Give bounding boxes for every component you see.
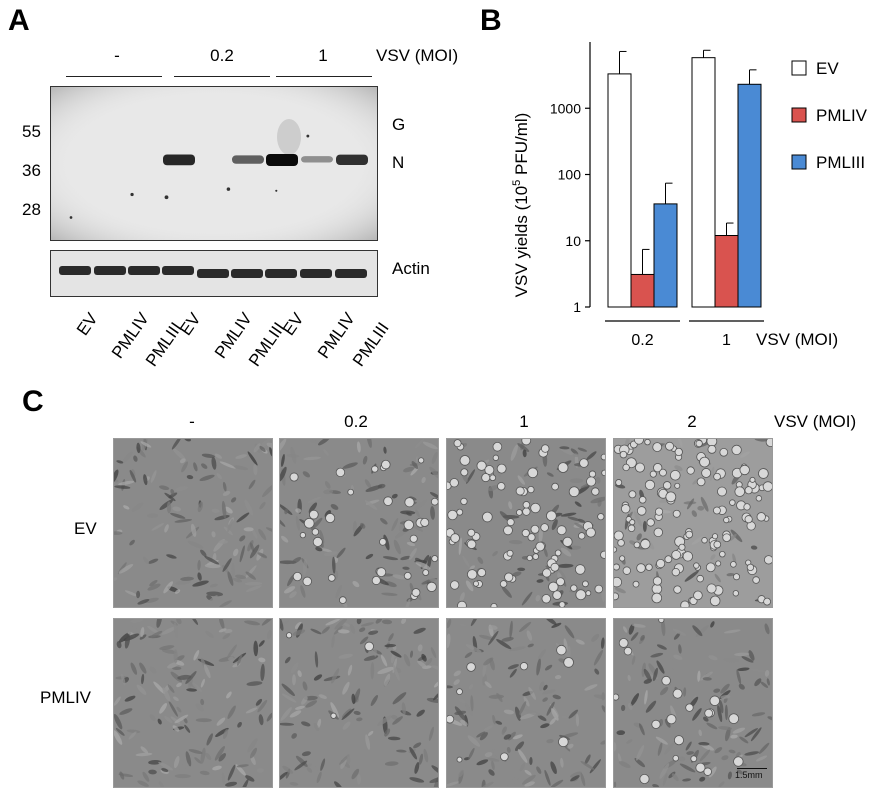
micrograph-ev-2 [446,438,606,608]
bar-ev [607,73,632,308]
chart-bars [607,49,762,308]
western-blot-actin [50,250,378,297]
blot-speck [275,189,278,192]
chart-legend: EV PMLIV PMLIII [791,59,868,172]
blot-speck [226,187,231,191]
micrograph-pmliv-0 [113,618,273,788]
moi-group-label: - [114,46,120,65]
micro-row-label-pmliv: PMLIV [40,688,92,707]
y-tick-label: 1000 [550,100,581,116]
bar-ev [691,57,716,308]
micrograph-pmliv-3 [613,618,773,788]
micrograph-ev-3 [613,438,773,608]
category-label: 0.2 [631,332,653,349]
actin-band [59,266,91,275]
micro-row-label-ev: EV [74,519,97,538]
legend-label: PMLIII [816,153,865,172]
blot-smear [277,119,301,155]
y-tick-label: 100 [558,167,582,183]
group-bracket [66,76,162,77]
panel-a-letter: A [8,4,30,37]
actin-band [231,269,263,278]
n-protein-band [266,154,298,166]
actin-band [300,269,332,278]
n-protein-band [163,154,195,166]
legend-swatch-ev [791,60,807,76]
blot-speck [130,192,134,197]
actin-band [197,269,229,278]
chart-axes: 1 10 100 1000 0.2 1 [550,42,764,349]
micrograph-ev-0 [113,438,273,608]
legend-label: PMLIV [816,106,868,125]
western-blot-viral [50,86,378,241]
micrograph-ev-1 [279,438,439,608]
micro-column-label: 0.2 [344,412,368,431]
panel-b-letter: B [480,4,502,37]
actin-band [128,266,160,275]
n-protein-band [301,156,333,163]
actin-band [94,266,126,275]
bar-pmliii [737,83,762,308]
micrograph-pmliv-1 [279,618,439,788]
micro-column-label: 1 [519,412,529,431]
n-protein-band [336,154,368,165]
actin-band [265,269,297,278]
scale-bar-label: 1.5mm [735,770,763,780]
lane-label: EV [73,308,102,339]
actin-band [162,266,194,275]
legend-label: EV [816,59,839,78]
legend-swatch-pmliii [791,154,807,170]
actin-label: Actin [392,259,430,278]
micro-column-label: - [189,412,195,431]
bar-pmliv [714,235,739,308]
moi-group-label: 1 [318,46,328,65]
moi-group-label: 0.2 [210,46,234,65]
group-bracket [276,76,372,77]
legend-swatch-pmliv [791,107,807,123]
chart-x-axis-label: VSV (MOI) [756,330,838,349]
micro-moi-header: VSV (MOI) [774,412,857,431]
blot-speck [306,134,310,138]
bar-chart-vsv-yields: 1 10 100 1000 0.2 1 EV PMLIV PMLIII VSV yields … [511,42,868,349]
bar-pmliii [653,203,678,308]
group-bracket [174,76,270,77]
category-label: 1 [722,332,731,349]
micro-column-label: 2 [687,412,697,431]
blot-actin-image [59,266,367,278]
actin-band [335,269,367,278]
panel-c-letter: C [22,385,44,418]
blot-speck [164,195,169,200]
band-label-g: G [392,115,406,134]
blot-main-image [51,87,377,240]
micrograph-pmliv-2 [446,618,606,788]
scale-bar [737,768,767,769]
y-tick-label: 1 [573,299,581,315]
chart-y-axis-label: VSV yields (105 PFU/ml) [511,113,531,298]
mw-marker: 28 [22,200,41,219]
bar-pmliv [630,273,655,308]
n-protein-band [232,155,264,164]
mw-marker: 55 [22,122,41,141]
moi-header: VSV (MOI) [376,46,459,65]
y-tick-label: 10 [565,233,581,249]
mw-marker: 36 [22,161,41,180]
band-label-n: N [392,153,405,172]
blot-speck [69,216,73,219]
